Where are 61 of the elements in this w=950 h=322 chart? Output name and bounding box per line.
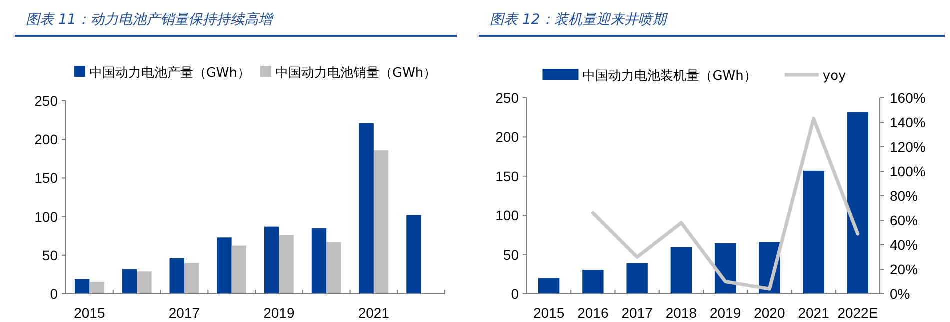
bar [374,150,389,294]
x-tick-label: 2021 [358,305,390,321]
bar [75,279,90,294]
legend-label: 中国动力电池产量（GWh） [89,66,250,81]
y-tick-label: 250 [34,93,58,109]
y-tick-label: 200 [34,132,58,148]
y-tick-label: 0 [50,286,58,302]
chart-title: 图表 12：装机量迎来井喷期 [490,12,668,28]
x-tick-label: 2020 [754,305,786,321]
y-tick-label: 200 [496,129,520,146]
y-tick-label: 0 [511,286,520,302]
y2-tick-label: 60% [890,212,918,228]
bar [582,270,604,294]
bar [670,247,692,294]
y-tick-label: 150 [496,168,520,184]
y-tick-label: 50 [503,246,520,263]
y2-tick-label: 100% [890,164,926,180]
legend-label: yoy [822,69,847,84]
y2-tick-label: 20% [890,262,918,278]
x-tick-label: 2019 [264,305,295,321]
x-tick-label: 2021 [798,305,830,321]
x-tick-label: 2015 [533,305,565,321]
y2-tick-label: 0% [890,286,910,302]
line-series [591,117,860,291]
y2-tick-label: 140% [890,114,926,130]
y-tick-label: 50 [42,247,58,264]
bar [538,278,560,294]
y-tick-label: 250 [496,90,520,106]
x-tick-label: 2022E [838,305,878,321]
y2-tick-label: 120% [890,139,926,155]
bar [264,226,280,294]
bar [90,282,104,294]
bar [232,246,246,294]
y-tick-label: 150 [34,170,58,186]
bar [326,242,342,294]
x-tick-label: 2019 [710,305,742,321]
y-tick-label: 100 [496,208,520,224]
bar [847,112,869,294]
x-tick-label: 2015 [74,305,106,321]
y2-tick-label: 80% [890,188,918,204]
bar [170,258,184,294]
chart-title: 图表 11：动力电池产销量保持持续高增 [26,12,274,28]
bar [359,123,374,294]
y2-tick-label: 40% [890,237,918,253]
bar [122,269,138,294]
x-tick-label: 2016 [578,305,609,321]
bar [312,228,327,294]
bar [626,263,648,294]
x-tick-label: 2017 [622,305,654,321]
legend-label: 中国动力电池销量（GWh） [276,66,437,81]
bar [217,238,232,294]
legend-label: 中国动力电池装机量（GWh） [582,69,757,84]
bar [406,215,422,294]
x-tick-label: 2017 [168,305,200,321]
bar [184,263,200,294]
x-tick-label: 2018 [666,305,698,321]
bar [803,170,824,294]
y-tick-label: 100 [34,208,58,225]
bar [137,272,152,294]
y2-tick-label: 160% [890,90,926,106]
bar [279,235,294,294]
